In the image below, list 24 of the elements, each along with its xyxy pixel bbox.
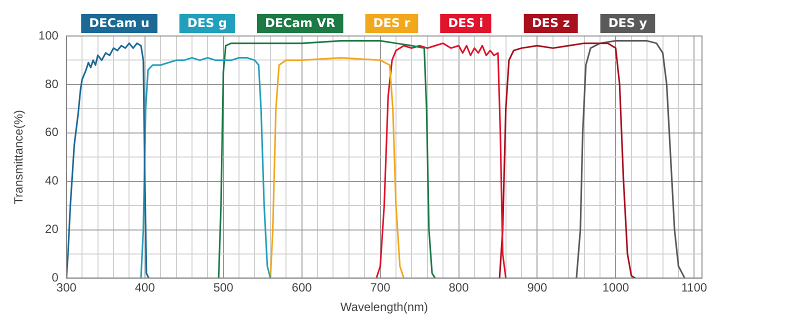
x-axis-title: Wavelength(nm) bbox=[340, 300, 428, 314]
y-tick-label: 100 bbox=[38, 28, 59, 42]
x-tick-label: 600 bbox=[292, 280, 312, 295]
x-tick-label: 1000 bbox=[602, 280, 630, 295]
y-tick-label: 0 bbox=[52, 270, 59, 285]
text: DES g bbox=[187, 16, 227, 30]
x-tick-label: 500 bbox=[213, 280, 234, 295]
y-tick-label: 80 bbox=[45, 76, 59, 91]
series-label: DES z bbox=[532, 16, 570, 30]
y-tick-label: 60 bbox=[45, 125, 59, 140]
x-tick-label: 900 bbox=[527, 280, 548, 295]
series-label: DECam u bbox=[89, 16, 150, 30]
text: DES r bbox=[373, 16, 410, 30]
x-tick-label: 1100 bbox=[681, 280, 708, 295]
x-tick-label: 700 bbox=[370, 280, 391, 295]
y-tick-label: 40 bbox=[45, 174, 59, 188]
series-label: DES y bbox=[608, 16, 648, 30]
x-tick-label: 400 bbox=[134, 280, 156, 295]
y-tick-label: 20 bbox=[45, 222, 59, 236]
x-tick-label: 300 bbox=[56, 280, 77, 295]
series-label: DES i bbox=[448, 16, 484, 30]
series-label: DECam VR bbox=[264, 16, 336, 30]
x-tick-label: 800 bbox=[448, 280, 470, 295]
y-axis-title: Transmittance(%) bbox=[12, 110, 26, 204]
